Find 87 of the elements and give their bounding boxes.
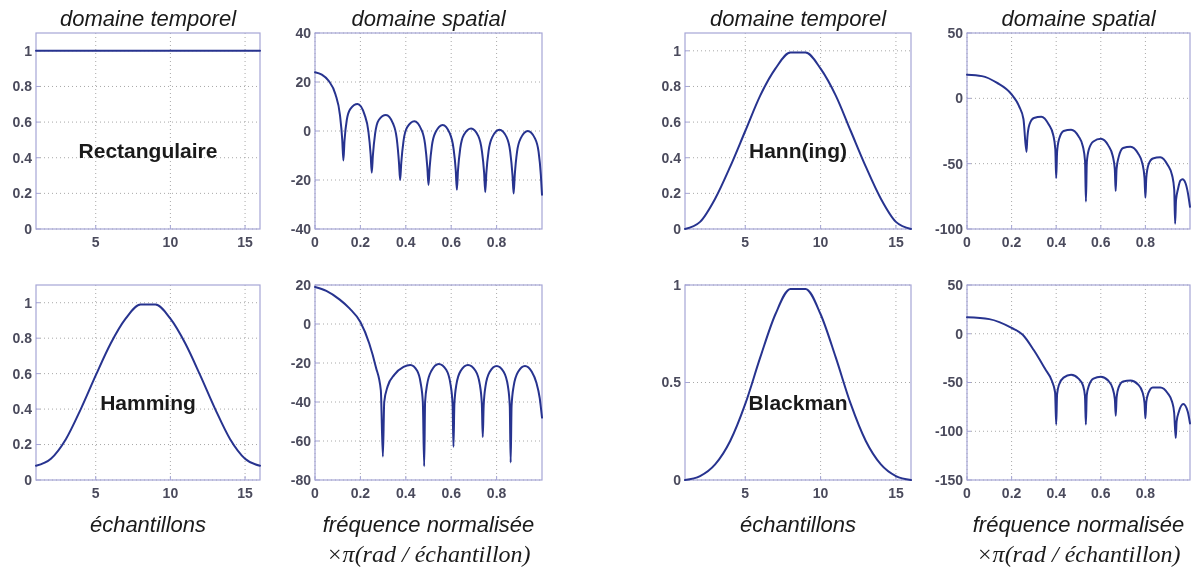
y-tick-label: 0.6 (12, 113, 33, 130)
x-axis-title: échantillons (739, 512, 857, 537)
y-tick-label: 0 (673, 471, 682, 488)
y-tick-label: 0 (24, 471, 33, 488)
x-tick-label: 10 (162, 234, 179, 250)
x-tick-label: 0.2 (1001, 485, 1022, 501)
y-tick-label: 0.6 (661, 113, 682, 130)
y-tick-label: -20 (290, 171, 312, 188)
annotation: Rectangulaire (78, 139, 218, 163)
y-tick-label: 0 (303, 315, 312, 332)
line-series (684, 287, 912, 481)
y-tick-label: 0.2 (12, 436, 33, 453)
y-tick-label: -40 (290, 393, 312, 410)
x-tick-label: 0.4 (396, 234, 416, 250)
line-series (35, 303, 261, 467)
x-tick-label: 0.4 (1046, 485, 1067, 501)
chart-title: domaine temporel (709, 6, 888, 31)
x-tick-label: 5 (741, 234, 750, 250)
y-tick-label: -80 (290, 471, 312, 488)
y-tick-label: 50 (947, 276, 964, 293)
y-tick-label: 0.4 (12, 400, 33, 417)
y-tick-label: 20 (295, 276, 312, 293)
x-tick-label: 10 (812, 234, 829, 250)
y-tick-label: 1 (24, 42, 33, 59)
x-tick-label: 0.2 (350, 485, 371, 501)
chart-title: domaine temporel (59, 6, 238, 31)
x-tick-label: 15 (237, 485, 254, 501)
x-tick-label: 0.6 (441, 234, 462, 250)
x-tick-label: 0.8 (486, 234, 507, 250)
line-series (966, 73, 1191, 225)
line-series (314, 71, 543, 196)
y-tick-label: 0.4 (661, 149, 682, 166)
chart-title: domaine spatial (1001, 6, 1157, 31)
annotation: Hamming (100, 390, 196, 414)
y-tick-label: -60 (290, 432, 312, 449)
x-tick-label: 0.6 (1091, 234, 1111, 250)
x-tick-label: 0.2 (350, 234, 371, 250)
x-tick-label: 0.4 (396, 485, 416, 501)
x-axis-title: fréquence normalisée ×π(rad / échantillon) (972, 512, 1185, 567)
y-tick-label: 1 (24, 294, 33, 311)
x-tick-label: 10 (162, 485, 179, 501)
x-tick-label: 0.8 (1135, 234, 1156, 250)
y-tick-label: 0 (303, 122, 312, 139)
y-tick-label: 0.4 (12, 149, 33, 166)
y-tick-label: -100 (934, 423, 964, 440)
y-tick-label: -50 (942, 155, 964, 172)
y-tick-label: 0.8 (12, 330, 33, 347)
x-axis-title: échantillons (89, 512, 207, 537)
y-tick-label: 0.5 (661, 374, 682, 391)
y-tick-label: 0.8 (12, 78, 33, 95)
y-tick-label: -40 (290, 220, 312, 237)
x-tick-label: 5 (741, 485, 750, 501)
y-tick-label: -150 (934, 471, 964, 488)
x-axis-title: fréquence normalisée ×π(rad / échantillon) (322, 512, 535, 567)
y-tick-label: -50 (942, 374, 964, 391)
y-tick-label: 0 (955, 325, 964, 342)
x-tick-label: 15 (888, 234, 904, 250)
y-tick-label: 0.8 (661, 78, 682, 95)
x-tick-label: 0.4 (1046, 234, 1067, 250)
x-tick-label: 0.6 (441, 485, 462, 501)
x-tick-label: 5 (91, 234, 100, 250)
y-tick-label: 20 (295, 73, 312, 90)
y-tick-label: -20 (290, 354, 312, 371)
y-tick-label: 0 (24, 220, 33, 237)
annotation: Blackman (748, 390, 848, 414)
y-tick-label: 40 (295, 24, 312, 41)
line-series (966, 316, 1191, 440)
y-tick-label: -100 (934, 220, 964, 237)
y-tick-label: 0 (955, 90, 964, 107)
y-tick-label: 0.2 (661, 185, 682, 202)
x-tick-label: 5 (91, 485, 100, 501)
x-tick-label: 10 (812, 485, 829, 501)
x-tick-label: 15 (888, 485, 904, 501)
line-series (684, 51, 912, 230)
y-tick-label: 0 (673, 220, 682, 237)
chart-title: domaine spatial (351, 6, 507, 31)
y-tick-label: 1 (673, 276, 682, 293)
y-tick-label: 50 (947, 24, 964, 41)
x-tick-label: 0.8 (486, 485, 507, 501)
y-tick-label: 0.6 (12, 365, 33, 382)
x-tick-label: 15 (237, 234, 254, 250)
x-tick-label: 0.2 (1001, 234, 1022, 250)
x-tick-label: 0.8 (1135, 485, 1156, 501)
annotation: Hann(ing) (749, 139, 847, 163)
y-tick-label: 1 (673, 42, 682, 59)
x-tick-label: 0.6 (1091, 485, 1111, 501)
y-tick-label: 0.2 (12, 185, 33, 202)
